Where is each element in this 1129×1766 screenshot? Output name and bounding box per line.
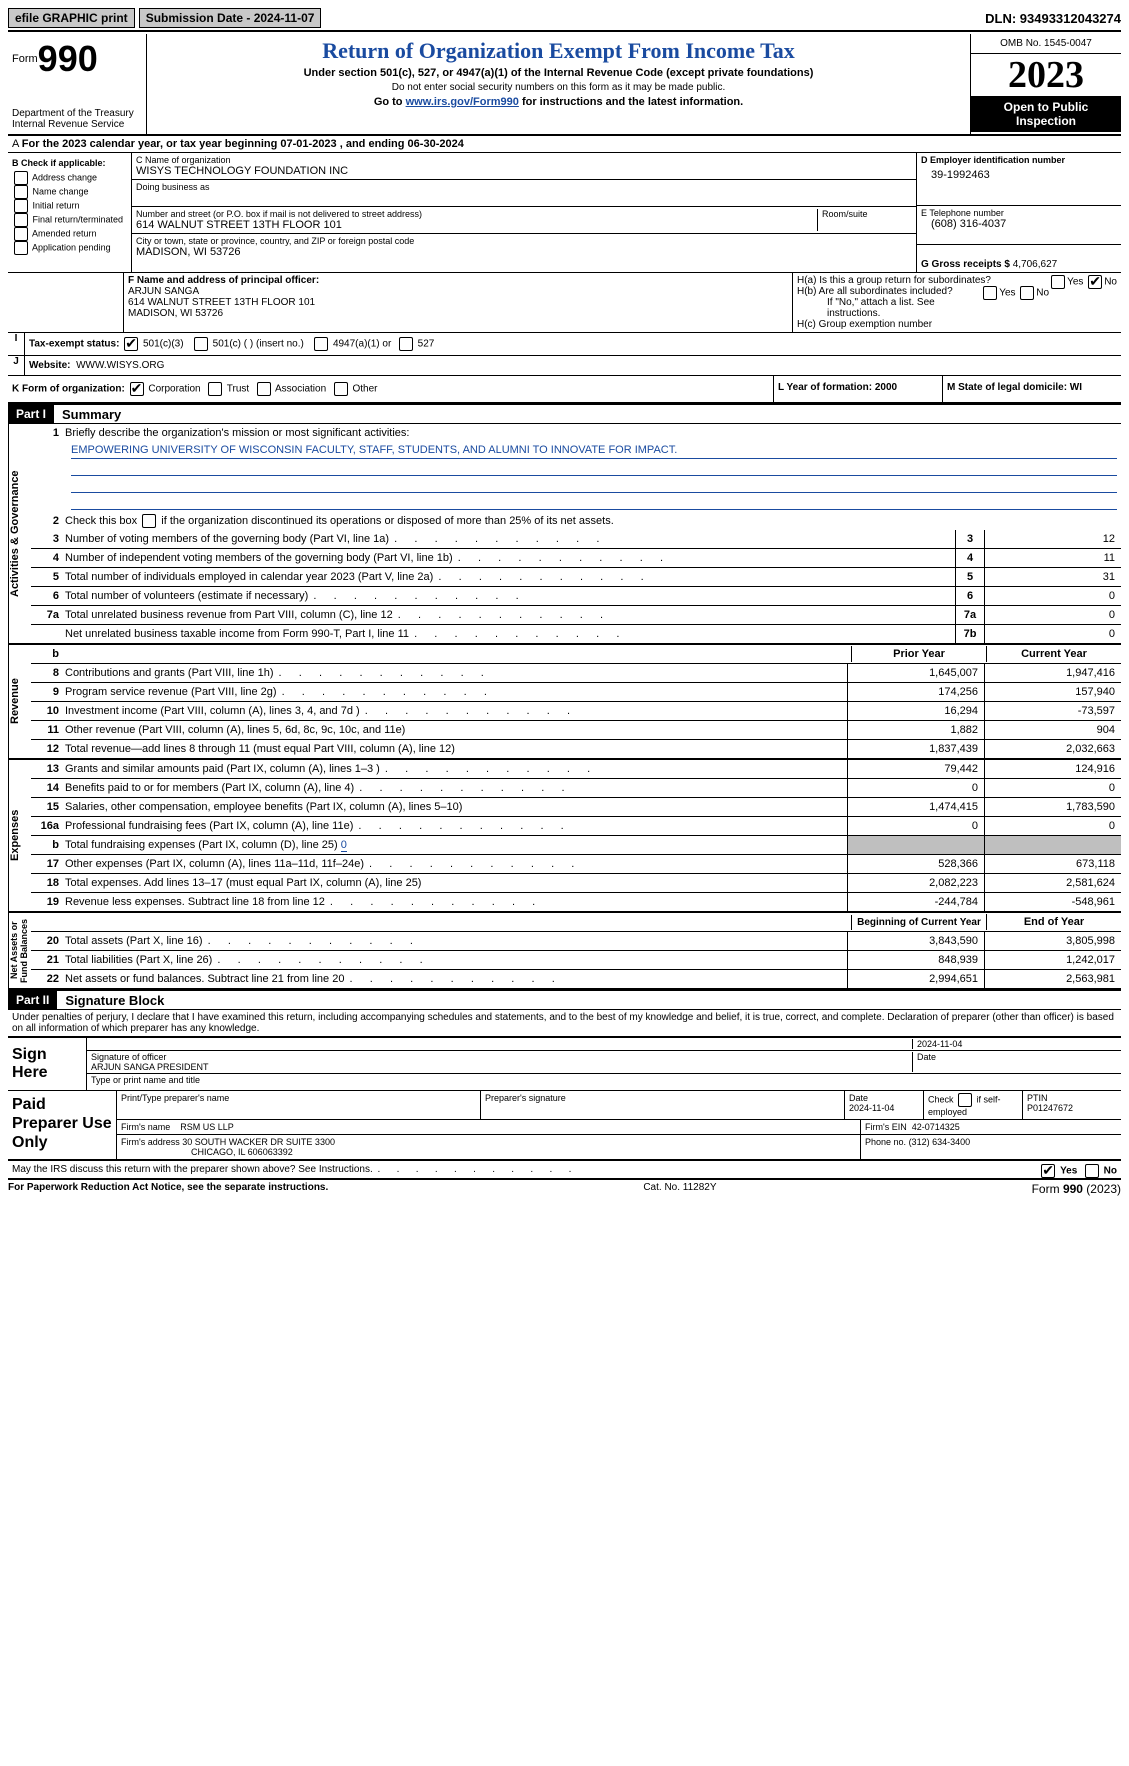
firm-addr: 30 SOUTH WACKER DR SUITE 3300 [182,1137,335,1147]
instructions-link-row: Go to www.irs.gov/Form990 for instructio… [151,96,966,108]
cb-amended[interactable] [14,227,28,241]
footer: For Paperwork Reduction Act Notice, see … [8,1180,1121,1196]
form-header: Form990 Department of the Treasury Inter… [8,34,1121,136]
cb-ha-yes[interactable] [1051,275,1065,289]
officer-sig: ARJUN SANGA PRESIDENT [91,1062,209,1072]
mission: EMPOWERING UNIVERSITY OF WISCONSIN FACUL… [71,444,1117,459]
cb-address-change[interactable] [14,171,28,185]
cb-application-pending[interactable] [14,241,28,255]
phone-label: E Telephone number [921,208,1117,218]
v7a: 0 [985,606,1121,624]
discuss-row: May the IRS discuss this return with the… [8,1161,1121,1180]
submission-date: Submission Date - 2024-11-07 [139,8,322,28]
top-bar: efile GRAPHIC print Submission Date - 20… [8,8,1121,32]
officer-name: ARJUN SANGA [128,286,199,297]
sign-here-block: Sign Here 2024-11-04 Signature of office… [8,1038,1121,1091]
cb-discuss-no[interactable] [1085,1164,1099,1178]
cb-501c[interactable] [194,337,208,351]
omb-number: OMB No. 1545-0047 [971,34,1121,54]
department: Department of the Treasury Internal Reve… [12,108,142,130]
room-label: Room/suite [822,209,912,219]
vlabel-expenses: Expenses [8,760,31,911]
cb-self-employed[interactable] [958,1093,972,1107]
phone: (608) 316-4037 [921,218,1117,230]
domicile: M State of legal domicile: WI [942,376,1121,402]
officer-addr2: MADISON, WI 53726 [128,308,223,319]
ein-label: D Employer identification number [921,155,1117,165]
form-title: Return of Organization Exempt From Incom… [151,38,966,64]
gross-receipts-label: G Gross receipts $ [921,259,1010,270]
firm-ein: 42-0714325 [912,1122,960,1132]
part-ii-header: Part II Signature Block [8,990,1121,1010]
year-formation: L Year of formation: 2000 [773,376,942,402]
cb-discontinued[interactable] [142,514,156,528]
ptin: P01247672 [1027,1103,1073,1113]
street-label: Number and street (or P.O. box if mail i… [136,209,817,219]
ein: 39-1992463 [921,165,1117,181]
cb-initial-return[interactable] [14,199,28,213]
row-f-h: F Name and address of principal officer:… [8,273,1121,333]
row-a-tax-year: A For the 2023 calendar year, or tax yea… [8,136,1121,153]
part-i-header: Part I Summary [8,404,1121,424]
org-name-label: C Name of organization [136,155,912,165]
officer-addr1: 614 WALNUT STREET 13TH FLOOR 101 [128,297,315,308]
city: MADISON, WI 53726 [136,246,912,258]
vlabel-revenue: Revenue [8,645,31,758]
form-number: Form990 [12,38,142,80]
cb-discuss-yes[interactable] [1041,1164,1055,1178]
cb-hb-yes[interactable] [983,286,997,300]
subtitle-1: Under section 501(c), 527, or 4947(a)(1)… [151,67,966,79]
gross-receipts: 4,706,627 [1013,259,1058,270]
cb-ha-no[interactable] [1088,275,1102,289]
cb-trust[interactable] [208,382,222,396]
v5: 31 [985,568,1121,586]
dba-label: Doing business as [136,182,912,192]
firm-name: RSM US LLP [180,1122,234,1132]
efile-button[interactable]: efile GRAPHIC print [8,8,135,28]
cb-hb-no[interactable] [1020,286,1034,300]
cb-final-return[interactable] [14,213,28,227]
dln: DLN: 93493312043274 [985,11,1121,26]
tax-year: 2023 [971,54,1121,96]
firm-phone: (312) 634-3400 [909,1137,971,1147]
vlabel-governance: Activities & Governance [8,424,31,643]
cb-501c3[interactable] [124,337,138,351]
cb-assoc[interactable] [257,382,271,396]
v6: 0 [985,587,1121,605]
cb-other[interactable] [334,382,348,396]
perjury-text: Under penalties of perjury, I declare th… [8,1010,1121,1038]
col-b-checkboxes: B Check if applicable: Address change Na… [8,153,132,272]
city-label: City or town, state or province, country… [136,236,912,246]
cb-name-change[interactable] [14,185,28,199]
cb-4947[interactable] [314,337,328,351]
irs-link[interactable]: www.irs.gov/Form990 [406,96,519,108]
vlabel-net-assets: Net Assets orFund Balances [8,913,31,988]
cb-527[interactable] [399,337,413,351]
open-inspection: Open to Public Inspection [971,96,1121,132]
street: 614 WALNUT STREET 13TH FLOOR 101 [136,219,817,231]
entity-grid: B Check if applicable: Address change Na… [8,153,1121,273]
cb-corp[interactable] [130,382,144,396]
website: WWW.WISYS.ORG [76,360,164,371]
subtitle-2: Do not enter social security numbers on … [151,82,966,93]
paid-preparer-block: Paid Preparer Use Only Print/Type prepar… [8,1091,1121,1161]
v3: 12 [985,530,1121,548]
org-name: WISYS TECHNOLOGY FOUNDATION INC [136,165,912,177]
v4: 11 [985,549,1121,567]
v7b: 0 [985,625,1121,643]
